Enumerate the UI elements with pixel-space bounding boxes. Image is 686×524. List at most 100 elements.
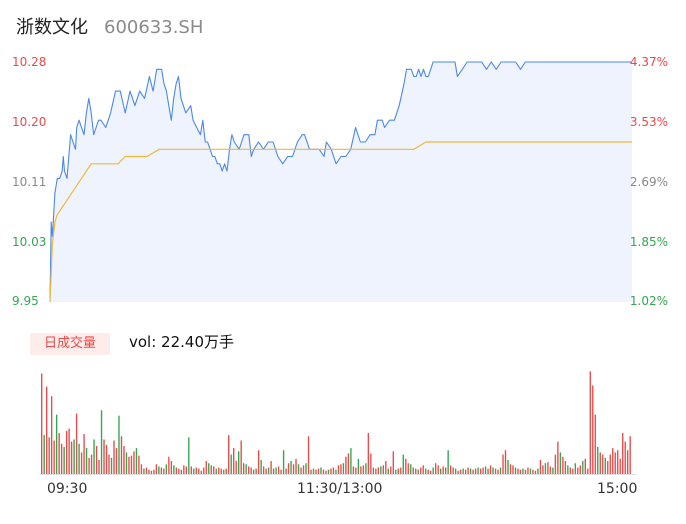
volume-bar <box>549 466 552 474</box>
volume-bar <box>507 459 509 474</box>
volume-bar <box>387 468 389 474</box>
volume-bar <box>567 465 569 474</box>
volume-bar <box>213 466 215 474</box>
volume-bar <box>282 450 285 474</box>
volume-bar <box>203 467 205 474</box>
volume-bar <box>205 461 207 474</box>
volume-bar <box>305 463 307 474</box>
volume-bar <box>228 435 230 474</box>
volume-bar <box>539 459 542 474</box>
volume-bar <box>41 373 43 474</box>
volume-bar <box>497 469 499 474</box>
volume-bar <box>559 452 562 474</box>
average-line <box>49 141 632 303</box>
volume-bar <box>68 428 70 474</box>
volume-bar <box>190 466 192 474</box>
volume-bar <box>115 448 118 474</box>
volume-bar <box>233 448 235 474</box>
volume-bar <box>562 456 564 474</box>
volume-bar <box>447 450 449 474</box>
volume-bar <box>412 467 414 474</box>
volume-bar <box>83 434 85 474</box>
volume-bar <box>547 462 549 474</box>
volume-bar <box>504 450 507 474</box>
volume-bar <box>210 465 212 474</box>
x-tick-open: 09:30 <box>47 481 88 497</box>
volume-bar <box>327 469 330 474</box>
volume-bar <box>242 463 245 474</box>
volume-bar <box>300 467 302 474</box>
pct-tick-1: 3.53% <box>629 115 668 129</box>
volume-bar <box>290 461 292 474</box>
volume-readout: vol: 22.40万手 <box>129 333 234 351</box>
volume-bar <box>183 465 185 474</box>
volume-bar <box>357 458 360 474</box>
volume-bar <box>609 454 611 474</box>
volume-bar <box>347 453 350 474</box>
volume-bar <box>439 468 442 474</box>
volume-bar <box>257 450 260 474</box>
volume-bar <box>108 454 110 474</box>
volume-bar <box>297 464 300 474</box>
volume-bar <box>464 469 467 474</box>
volume-bar <box>554 454 557 474</box>
volume-bar <box>584 458 586 474</box>
volume-bar <box>70 441 73 474</box>
volume-bar <box>482 467 484 474</box>
volume-bar <box>135 448 138 474</box>
volume-bar <box>270 461 272 474</box>
volume-bar <box>148 469 150 474</box>
volume-bar <box>103 439 105 474</box>
volume-bar <box>60 443 63 474</box>
price-tick-2: 10.11 <box>12 175 47 189</box>
volume-bar <box>529 468 532 474</box>
volume-bar <box>629 436 631 474</box>
volume-bar <box>397 468 399 474</box>
volume-bar <box>604 457 606 474</box>
volume-bar <box>43 435 45 474</box>
price-tick-0: 10.28 <box>12 55 47 69</box>
volume-bar <box>247 466 250 474</box>
volume-bar <box>360 466 362 474</box>
volume-bar <box>382 465 384 474</box>
volume-bar <box>245 464 247 474</box>
volume-bar <box>262 466 265 474</box>
volume-bar <box>100 410 103 474</box>
volume-bar <box>310 469 312 474</box>
volume-bar <box>602 454 604 474</box>
volume-bar <box>355 467 357 474</box>
volume-bar <box>238 451 240 474</box>
volume-bar <box>50 396 53 474</box>
volume-bar <box>617 450 619 474</box>
volume-bar <box>459 469 462 474</box>
volume-bar <box>260 459 262 474</box>
volume-bar <box>337 465 340 474</box>
volume-bar <box>614 452 616 474</box>
volume-bar <box>370 453 372 474</box>
volume-bar <box>514 467 517 474</box>
volume-bar <box>425 468 427 474</box>
volume-bar <box>322 469 325 474</box>
price-tick-1: 10.20 <box>12 115 47 129</box>
volume-bar <box>427 469 429 474</box>
volume-bar <box>118 415 120 474</box>
volume-bar <box>312 468 315 474</box>
volume-bar <box>75 413 78 474</box>
volume-bar <box>537 468 539 474</box>
volume-bar <box>499 467 502 474</box>
price-area <box>50 62 632 302</box>
volume-bar <box>93 439 95 474</box>
price-tick-4: 9.95 <box>12 294 39 308</box>
volume-bar <box>48 437 50 474</box>
volume-bar <box>494 468 497 474</box>
price-tick-3: 10.03 <box>12 235 47 249</box>
volume-bar <box>275 467 277 474</box>
volume-bar <box>267 467 270 474</box>
volume-bar <box>577 467 579 474</box>
pct-tick-3: 1.85% <box>629 235 668 249</box>
volume-bar <box>509 464 512 474</box>
volume-bar <box>572 468 574 474</box>
volume-bar <box>437 465 439 474</box>
volume-bar <box>98 459 100 474</box>
volume-bar <box>417 469 419 474</box>
